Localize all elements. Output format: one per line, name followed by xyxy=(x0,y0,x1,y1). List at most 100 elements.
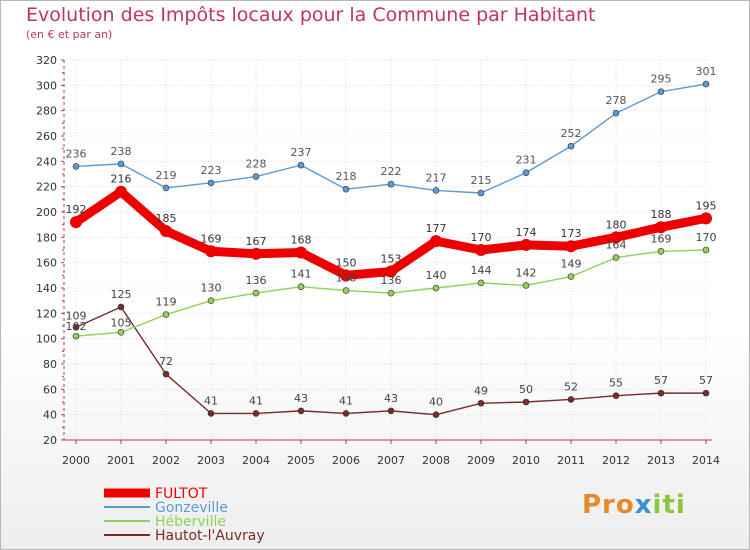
data-label: 136 xyxy=(246,274,267,287)
y-tick-label: 120 xyxy=(36,307,57,320)
data-point xyxy=(297,283,305,291)
data-label: 52 xyxy=(564,380,578,393)
data-label: 142 xyxy=(516,266,537,279)
data-point xyxy=(565,240,577,253)
data-point xyxy=(72,332,80,340)
data-label: 173 xyxy=(561,227,582,240)
y-tick-label: 180 xyxy=(36,231,57,244)
data-point xyxy=(342,410,350,417)
y-tick-label: 220 xyxy=(36,181,57,194)
x-tick-label: 2001 xyxy=(107,454,135,467)
x-tick-label: 2014 xyxy=(692,454,720,467)
data-label: 140 xyxy=(426,269,447,282)
data-label: 57 xyxy=(654,374,668,387)
data-point xyxy=(702,389,710,397)
chart-subtitle: (en € et par an) xyxy=(26,28,113,41)
data-label: 170 xyxy=(471,231,492,244)
data-point xyxy=(430,235,442,248)
data-point xyxy=(700,212,712,225)
data-point xyxy=(342,185,350,193)
data-label: 219 xyxy=(156,169,177,182)
legend-label: Héberville xyxy=(155,514,226,530)
y-tick-label: 40 xyxy=(43,409,57,422)
y-tick-label: 160 xyxy=(36,257,57,270)
y-tick-label: 280 xyxy=(36,105,57,118)
data-point xyxy=(252,289,260,297)
x-tick-label: 2005 xyxy=(287,454,315,467)
data-label: 192 xyxy=(66,203,87,216)
data-point xyxy=(117,160,125,168)
data-label: 252 xyxy=(561,127,582,140)
data-label: 169 xyxy=(651,232,672,245)
data-label: 170 xyxy=(696,231,717,244)
data-label: 295 xyxy=(651,73,672,86)
data-point xyxy=(160,225,172,237)
data-point xyxy=(522,398,530,406)
proxiti-logo: Proxiti xyxy=(582,490,686,520)
data-label: 168 xyxy=(291,234,312,247)
x-tick-label: 2004 xyxy=(242,454,270,467)
data-label: 40 xyxy=(429,396,443,409)
data-label: 138 xyxy=(336,272,357,285)
x-tick-label: 2002 xyxy=(152,454,180,467)
grid-lines xyxy=(64,59,712,441)
data-label: 185 xyxy=(156,212,177,225)
data-label: 188 xyxy=(651,208,672,221)
data-point xyxy=(432,187,440,194)
data-label: 228 xyxy=(246,158,267,171)
data-point xyxy=(252,410,260,417)
data-point xyxy=(612,392,620,399)
data-label: 105 xyxy=(111,316,132,329)
data-point xyxy=(72,323,80,331)
data-point xyxy=(340,269,352,282)
data-label: 50 xyxy=(519,383,533,396)
data-label: 216 xyxy=(111,173,132,186)
data-label: 278 xyxy=(606,94,627,107)
data-point xyxy=(432,284,440,292)
data-label: 180 xyxy=(606,218,627,231)
data-label: 41 xyxy=(204,394,218,407)
data-label: 141 xyxy=(291,268,312,281)
y-tick-label: 100 xyxy=(36,333,57,346)
data-point xyxy=(387,289,395,297)
data-point xyxy=(162,311,170,318)
data-label: 149 xyxy=(561,258,582,271)
data-label: 237 xyxy=(291,146,312,159)
x-tick-label: 2010 xyxy=(512,454,540,467)
x-tick-label: 2013 xyxy=(647,454,675,467)
data-point xyxy=(297,407,305,415)
data-point xyxy=(475,244,487,256)
data-point xyxy=(207,297,215,304)
legend-label: Gonzeville xyxy=(155,500,228,516)
data-point xyxy=(70,216,82,229)
data-label: 43 xyxy=(294,392,308,405)
data-point xyxy=(115,185,127,198)
data-label: 164 xyxy=(606,239,627,252)
y-tick-label: 80 xyxy=(43,358,57,371)
data-point xyxy=(657,389,665,397)
y-tick-label: 140 xyxy=(36,282,57,295)
legend-label: Hautot-l'Auvray xyxy=(155,528,265,544)
data-point xyxy=(385,265,397,278)
data-point xyxy=(655,221,667,234)
series-layer xyxy=(70,80,712,418)
legend-label: FULTOT xyxy=(155,486,208,502)
data-point xyxy=(477,399,485,407)
x-tick-label: 2006 xyxy=(332,454,360,467)
data-point xyxy=(250,247,262,260)
x-tick-label: 2008 xyxy=(422,454,450,467)
x-tick-label: 2003 xyxy=(197,454,225,467)
y-tick-label: 240 xyxy=(36,155,57,168)
data-point xyxy=(162,184,170,192)
data-label: 195 xyxy=(696,199,717,212)
data-point xyxy=(522,282,530,289)
data-point xyxy=(162,370,170,378)
data-point xyxy=(205,245,217,258)
data-point xyxy=(252,173,260,180)
data-point xyxy=(432,411,440,418)
data-point xyxy=(702,80,710,88)
y-tick-label: 260 xyxy=(36,130,57,143)
data-label: 218 xyxy=(336,170,357,183)
data-point xyxy=(657,88,665,95)
